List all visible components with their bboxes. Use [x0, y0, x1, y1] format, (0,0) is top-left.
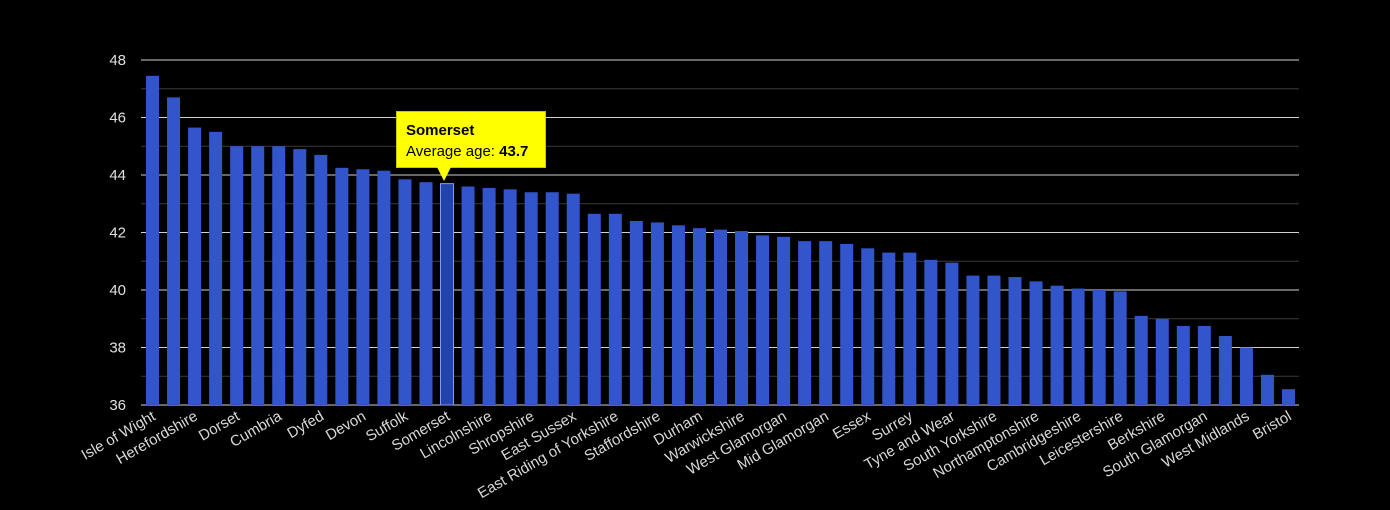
y-tick-label: 38 [109, 340, 126, 357]
tooltip-body: Average age: 43.7 [406, 141, 545, 162]
y-tick-label: 36 [109, 397, 126, 414]
bar[interactable] [293, 149, 307, 405]
bar[interactable] [798, 241, 812, 405]
bar[interactable] [714, 229, 727, 405]
bar[interactable] [945, 262, 959, 405]
bar[interactable] [188, 127, 202, 405]
bar[interactable] [1113, 291, 1127, 405]
bar[interactable] [377, 170, 391, 405]
bar[interactable] [819, 241, 833, 405]
tooltip-label: Average age: [406, 143, 495, 160]
bar[interactable] [356, 169, 370, 405]
bar[interactable] [777, 236, 791, 405]
bar[interactable] [650, 222, 664, 405]
bar[interactable] [524, 192, 538, 405]
y-tick-label: 46 [109, 110, 126, 127]
bar[interactable] [629, 221, 643, 405]
bar[interactable] [1050, 285, 1064, 405]
bar[interactable] [419, 182, 433, 405]
bar[interactable] [272, 146, 286, 405]
y-tick-label: 44 [109, 167, 126, 184]
bar[interactable] [1092, 290, 1106, 405]
bar[interactable] [1197, 325, 1211, 405]
bar[interactable] [440, 183, 455, 406]
bar[interactable] [903, 252, 917, 405]
bar[interactable] [692, 228, 706, 405]
bar[interactable] [1239, 347, 1253, 406]
bar[interactable] [1260, 374, 1274, 405]
y-tick-label: 40 [109, 282, 126, 299]
bar[interactable] [1134, 315, 1148, 405]
bar[interactable] [566, 193, 580, 405]
bar[interactable] [167, 97, 181, 405]
bar[interactable] [230, 146, 244, 405]
bar[interactable] [735, 231, 749, 405]
bar[interactable] [1281, 389, 1295, 405]
bar[interactable] [840, 244, 854, 405]
bar[interactable] [1218, 336, 1232, 405]
bar[interactable] [482, 187, 496, 405]
bar[interactable] [861, 248, 875, 405]
bar[interactable] [756, 235, 770, 405]
tooltip-title: Somerset [406, 122, 475, 139]
bar[interactable] [1071, 288, 1085, 405]
bar[interactable] [146, 75, 160, 405]
bar-series [146, 75, 1295, 406]
bar[interactable] [671, 225, 685, 405]
bar[interactable] [966, 275, 980, 405]
bar[interactable] [209, 131, 223, 405]
tooltip-value: 43.7 [499, 143, 529, 160]
x-tick-label: Essex [830, 407, 874, 442]
bar[interactable] [314, 154, 328, 405]
bar[interactable] [1029, 281, 1043, 405]
x-tick-label: Bristol [1250, 408, 1295, 444]
tooltip-pointer [437, 167, 451, 181]
y-axis: 36 38 40 42 44 46 48 [109, 52, 126, 414]
bar[interactable] [587, 213, 601, 405]
bar[interactable] [1008, 277, 1022, 405]
bar[interactable] [608, 213, 622, 405]
bar[interactable] [882, 252, 896, 405]
bar[interactable] [1155, 318, 1169, 405]
bar[interactable] [335, 167, 349, 405]
bar[interactable] [398, 179, 412, 405]
tooltip: Somerset Average age: 43.7 [396, 111, 546, 168]
bar[interactable] [924, 259, 938, 405]
bar[interactable] [251, 146, 265, 405]
x-tick-label: Devon [323, 408, 369, 444]
bar[interactable] [503, 189, 517, 405]
bar[interactable] [1176, 325, 1190, 405]
bar[interactable] [987, 275, 1001, 405]
x-tick-label: Dyfed [284, 408, 326, 442]
bar[interactable] [461, 186, 475, 406]
bar[interactable] [545, 192, 559, 405]
y-tick-label: 48 [109, 52, 126, 69]
y-tick-label: 42 [109, 225, 126, 242]
